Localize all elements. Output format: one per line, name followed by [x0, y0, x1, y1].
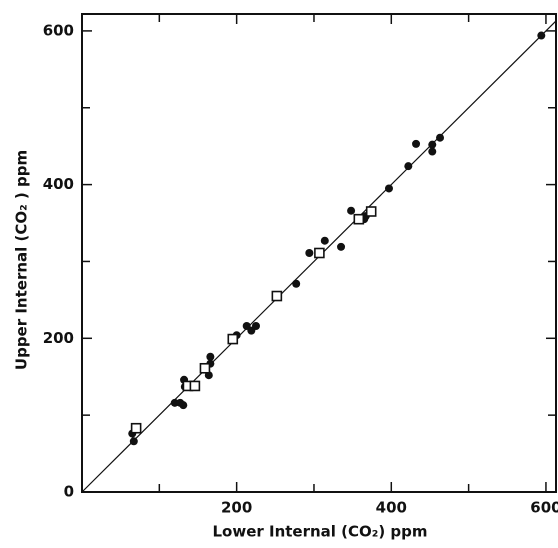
circle-point: [305, 249, 314, 257]
square-point: [130, 422, 142, 434]
circle-point: [428, 147, 437, 156]
x-tick-label: 600: [530, 499, 558, 517]
y-tick-label: 400: [43, 175, 74, 193]
square-point: [353, 213, 365, 225]
x-tick-label: 400: [376, 499, 407, 517]
circle-point: [179, 401, 188, 410]
y-tick-label: 0: [64, 483, 74, 501]
circle-point: [404, 162, 413, 171]
square-point: [271, 290, 283, 302]
circle-point: [337, 242, 346, 251]
circle-point: [292, 279, 301, 288]
circle-point: [206, 352, 215, 361]
y-tick-label: 200: [43, 329, 74, 347]
circle-point: [129, 437, 138, 446]
x-axis-title: Lower Internal (CO₂) ppm: [212, 523, 427, 541]
square-point: [365, 206, 377, 217]
circle-point: [251, 322, 260, 331]
square-point: [199, 362, 211, 374]
circle-point: [384, 184, 393, 193]
circle-point: [537, 31, 546, 40]
circle-point: [412, 139, 421, 148]
circle-point: [436, 133, 445, 142]
circle-point: [428, 140, 437, 149]
square-point: [314, 247, 325, 259]
y-axis-title: Upper Internal (CO₂ ) ppm: [13, 150, 31, 370]
y-tick-label: 600: [43, 21, 74, 39]
circle-point: [347, 206, 356, 215]
plot-frame: [81, 13, 557, 493]
circle-point: [320, 236, 329, 245]
x-tick-label: 200: [221, 499, 252, 517]
square-point: [227, 333, 239, 345]
square-point: [189, 380, 201, 392]
